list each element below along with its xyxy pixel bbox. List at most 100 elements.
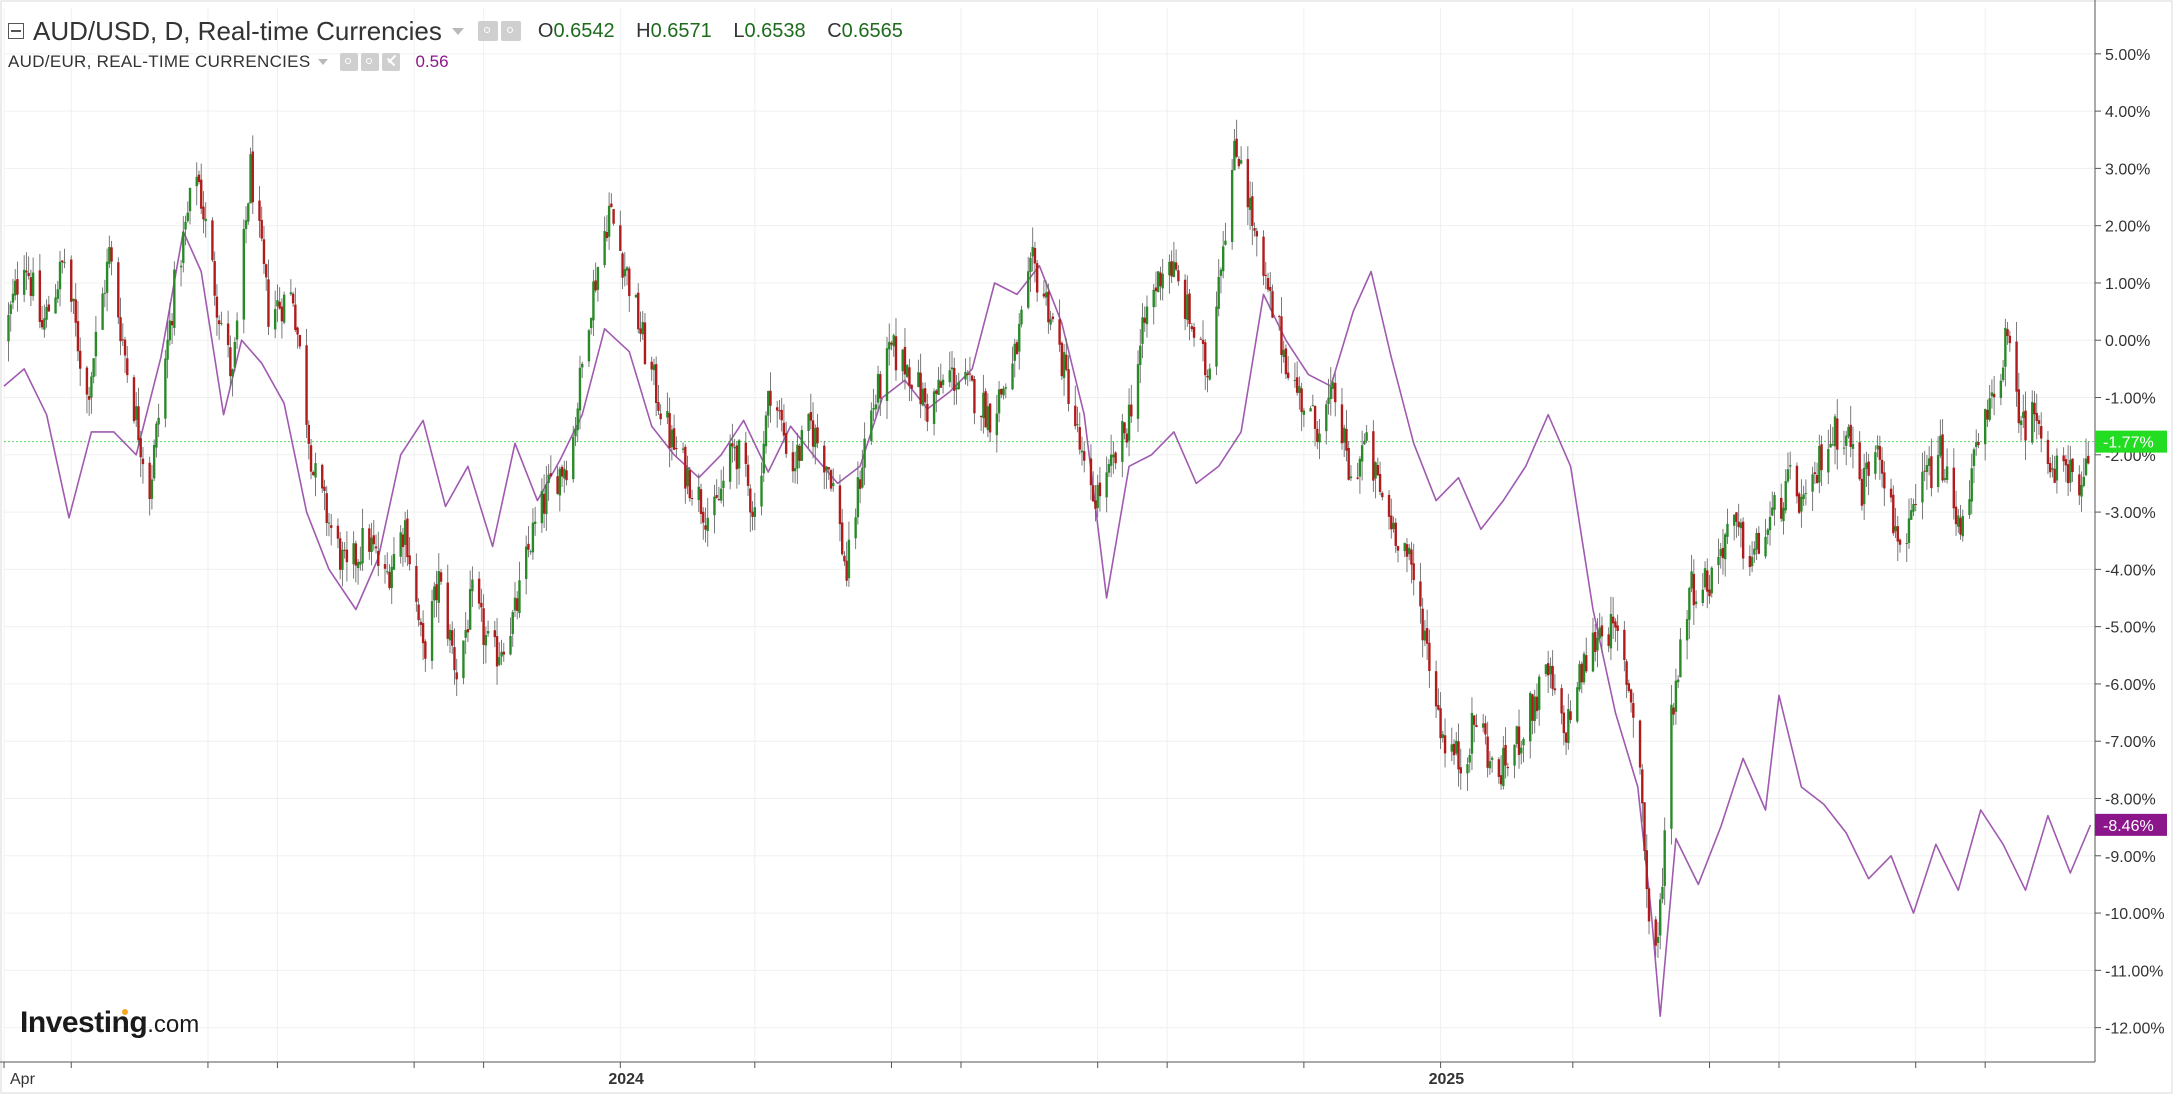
candle-up	[1112, 454, 1115, 458]
candle-down	[1092, 485, 1095, 502]
candle-down	[408, 555, 411, 565]
candle-up	[157, 417, 160, 425]
compare-symbol-title[interactable]: AUD/EUR, REAL-TIME CURRENCIES	[8, 52, 311, 71]
candle-up	[11, 293, 15, 303]
candle-down	[1600, 625, 1604, 637]
aud-usd-last-value-badge-background	[2095, 430, 2167, 453]
candle-up	[1701, 589, 1704, 604]
chevron-down-icon[interactable]	[318, 59, 329, 65]
candle-down	[1562, 712, 1566, 734]
candle-up	[327, 522, 331, 524]
candle-down	[1051, 316, 1055, 320]
candle-down	[1253, 228, 1256, 231]
candle-down	[2078, 474, 2081, 496]
candle-down	[1183, 279, 1187, 319]
candle-down	[2040, 426, 2043, 439]
candle-up	[1466, 764, 1469, 774]
candle-down	[657, 402, 660, 411]
candle-up	[155, 423, 158, 448]
candle-up	[876, 373, 880, 403]
candle-up	[753, 507, 756, 517]
candle-up	[1219, 269, 1223, 276]
logo-suffix: .com	[147, 1011, 200, 1038]
candle-up	[950, 367, 954, 370]
candle-down	[1443, 735, 1447, 754]
candle-down	[85, 367, 89, 395]
aud-eur-last-value-badge-background	[2095, 813, 2167, 836]
candle-down	[1504, 744, 1507, 766]
candle-down	[278, 301, 281, 309]
candle-up	[1865, 462, 1868, 469]
candle-down	[1300, 388, 1303, 413]
candle-up	[1293, 379, 1297, 381]
x-tick-label: 2025	[1429, 1071, 1465, 1088]
candle-down	[16, 279, 19, 295]
candle-up	[1282, 349, 1285, 358]
candle-up	[188, 188, 192, 212]
candle-down	[1632, 703, 1635, 718]
candle-down	[1192, 327, 1196, 338]
candle-down	[1486, 736, 1489, 768]
candle-down	[1580, 663, 1583, 683]
y-tick-label: -10.00%	[2105, 906, 2165, 923]
collapse-legend-button[interactable]	[8, 23, 24, 39]
settings-icon[interactable]	[500, 21, 521, 41]
candle-up	[509, 635, 512, 655]
candle-down	[1060, 342, 1064, 377]
candle-down	[132, 377, 136, 422]
candle-down	[1190, 326, 1194, 330]
candle-down	[1094, 500, 1097, 509]
candle-down	[894, 336, 898, 371]
candle-down	[1484, 723, 1487, 735]
candle-down	[2037, 420, 2041, 424]
candle-down	[1387, 494, 1391, 517]
x-tick-label: 2024	[608, 1071, 644, 1088]
candle-up	[1659, 899, 1662, 936]
candle-down	[621, 253, 624, 278]
chevron-down-icon[interactable]	[451, 27, 464, 35]
candle-down	[1546, 663, 1550, 676]
y-tick-label: 5.00%	[2105, 47, 2150, 64]
candle-up	[1109, 454, 1113, 466]
candle-up	[558, 468, 562, 496]
candle-down	[619, 225, 622, 251]
candle-up	[1943, 478, 1947, 480]
candle-down	[923, 388, 927, 403]
candle-up	[1925, 464, 1929, 473]
candle-up	[101, 293, 104, 330]
candle-up	[1750, 556, 1754, 567]
candle-up	[249, 154, 252, 204]
candle-down	[229, 347, 232, 377]
candle-up	[370, 537, 373, 552]
candle-down	[2071, 458, 2074, 473]
y-tick-label: -11.00%	[2105, 963, 2163, 980]
close-icon[interactable]	[382, 53, 401, 71]
candle-down	[970, 375, 974, 381]
candle-down	[415, 566, 418, 602]
candle-down	[1394, 522, 1397, 546]
candle-down	[1977, 441, 1980, 445]
candle-down	[502, 651, 505, 655]
candle-down	[121, 339, 124, 341]
candle-down	[1251, 196, 1254, 226]
candle-down	[2033, 402, 2036, 415]
candle-down	[260, 220, 263, 239]
eye-icon[interactable]	[340, 53, 359, 71]
candle-down	[1607, 634, 1610, 646]
candle-up	[464, 630, 467, 638]
y-tick-label: 4.00%	[2105, 104, 2150, 121]
candle-up	[825, 466, 828, 471]
candle-down	[1896, 526, 1899, 542]
settings-icon[interactable]	[361, 53, 380, 71]
candle-up	[1533, 696, 1536, 722]
candle-down	[1340, 404, 1344, 444]
main-symbol-title[interactable]: AUD/USD, D, Real-time Currencies	[33, 15, 442, 46]
candle-up	[390, 566, 393, 589]
eye-icon[interactable]	[477, 21, 498, 41]
candle-up	[1365, 432, 1368, 441]
candle-up	[359, 561, 362, 565]
logo-wordmark: Investing	[20, 1006, 148, 1039]
candle-down	[388, 571, 391, 588]
